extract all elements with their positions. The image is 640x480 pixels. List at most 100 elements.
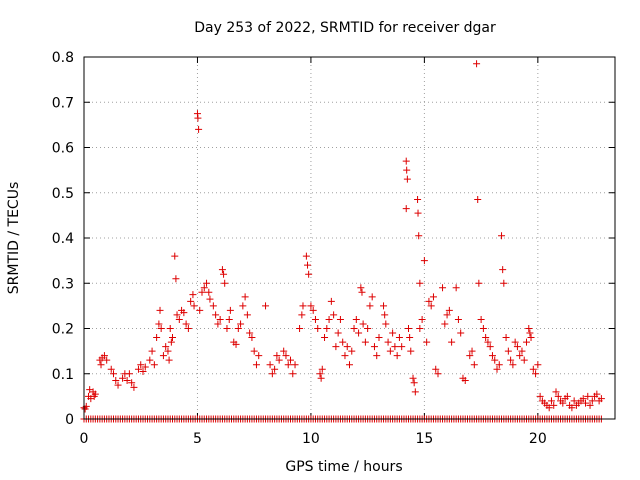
data-point xyxy=(100,352,108,360)
data-point xyxy=(409,374,417,382)
data-point xyxy=(218,266,226,274)
data-point xyxy=(398,343,406,351)
data-point xyxy=(318,365,326,373)
data-point xyxy=(167,338,175,346)
data-point xyxy=(391,343,399,351)
x-tick-label: 5 xyxy=(193,431,202,447)
data-point xyxy=(266,361,274,369)
data-point xyxy=(234,325,242,332)
data-point xyxy=(302,252,310,260)
data-point xyxy=(139,367,147,375)
data-point xyxy=(243,311,251,319)
data-point xyxy=(284,361,292,369)
data-point xyxy=(346,361,353,369)
data-point xyxy=(205,288,213,296)
y-tick-label: 0.8 xyxy=(52,50,74,66)
data-point xyxy=(250,347,258,355)
data-point xyxy=(114,381,122,389)
data-point xyxy=(380,302,388,310)
data-point xyxy=(137,361,145,369)
data-point xyxy=(198,288,206,296)
data-point xyxy=(169,334,176,342)
data-point xyxy=(341,352,349,360)
data-point xyxy=(461,377,469,385)
data-point xyxy=(273,352,281,360)
data-point xyxy=(559,399,567,407)
data-point xyxy=(405,325,412,332)
data-point xyxy=(125,370,133,378)
data-point xyxy=(252,361,260,369)
data-point xyxy=(194,114,202,122)
data-point xyxy=(393,352,401,360)
data-point xyxy=(375,334,383,342)
data-point xyxy=(395,334,403,342)
data-point xyxy=(488,352,496,360)
data-point xyxy=(180,309,188,317)
data-point xyxy=(582,399,589,407)
axis-ticks: 0 0.1 0.2 0.3 0.4 0.5 0.6 0.7 0.8 0 5 10 15 20 xyxy=(52,50,615,447)
data-point xyxy=(486,343,494,351)
data-point xyxy=(484,338,492,346)
data-point xyxy=(305,270,313,278)
data-point xyxy=(330,311,338,319)
x-tick-label: 20 xyxy=(529,431,547,447)
data-point xyxy=(182,320,190,328)
data-point xyxy=(358,288,366,296)
data-point xyxy=(203,279,211,287)
data-point xyxy=(348,347,356,355)
data-point xyxy=(336,315,344,323)
y-tick-label: 0.1 xyxy=(52,367,74,383)
data-point xyxy=(146,356,154,364)
data-point xyxy=(479,325,487,332)
data-point xyxy=(425,297,433,305)
data-point xyxy=(262,302,270,310)
x-tick-label: 10 xyxy=(302,431,320,447)
data-point xyxy=(214,320,222,328)
data-point xyxy=(520,356,528,364)
data-point xyxy=(172,275,180,283)
data-point xyxy=(220,270,228,278)
data-point xyxy=(491,356,499,364)
data-point xyxy=(509,361,517,369)
data-point xyxy=(304,261,312,269)
data-point xyxy=(439,284,447,292)
data-point xyxy=(586,401,594,409)
data-point xyxy=(382,320,390,328)
data-point xyxy=(434,370,442,378)
data-point xyxy=(150,361,158,369)
data-point xyxy=(513,343,521,351)
data-point xyxy=(200,284,208,292)
data-point xyxy=(552,388,560,396)
data-point xyxy=(212,311,220,319)
data-point xyxy=(563,392,571,400)
data-point xyxy=(529,365,537,373)
data-point xyxy=(532,370,540,378)
data-point xyxy=(309,306,317,314)
data-point xyxy=(332,343,340,351)
data-point xyxy=(134,365,142,373)
data-point xyxy=(280,347,288,355)
data-point xyxy=(415,232,423,240)
data-point xyxy=(416,325,424,332)
data-point xyxy=(452,284,460,292)
data-point xyxy=(248,334,256,342)
data-point xyxy=(466,352,474,360)
data-point xyxy=(523,338,530,346)
data-point xyxy=(156,306,164,314)
data-point xyxy=(547,397,555,405)
data-point xyxy=(162,343,170,351)
data-point xyxy=(164,347,172,355)
data-point xyxy=(103,356,111,364)
data-point xyxy=(418,315,426,323)
y-tick-label: 0.6 xyxy=(52,141,74,157)
data-point xyxy=(175,315,183,323)
data-point xyxy=(97,361,105,369)
data-point xyxy=(350,325,358,332)
data-point xyxy=(370,343,378,351)
data-point xyxy=(128,379,136,387)
data-point xyxy=(511,338,519,346)
data-point xyxy=(443,311,451,319)
y-tick-label: 0 xyxy=(65,412,74,428)
data-point xyxy=(416,279,424,287)
data-point xyxy=(441,320,449,328)
